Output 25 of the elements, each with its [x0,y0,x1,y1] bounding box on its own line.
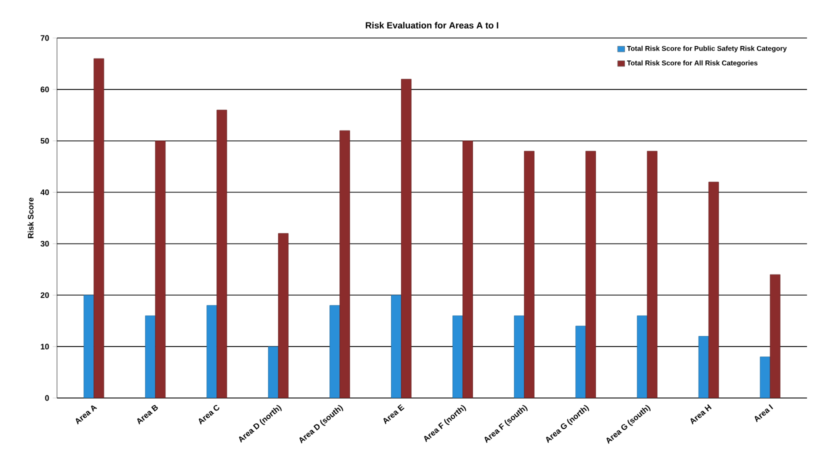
bar [340,130,350,398]
bar [636,316,648,398]
bar [646,150,658,398]
bar [206,305,218,398]
bar [708,182,719,398]
bar [330,305,340,398]
bar [216,110,228,398]
bar [514,316,524,398]
bar [462,140,473,398]
bar [278,233,289,398]
chart-title: Risk Evaluation for Areas A to I [366,22,498,29]
bar [698,336,709,398]
bar [524,150,534,398]
bar [760,356,770,398]
bar [268,346,279,398]
bar [94,58,104,398]
bar [585,150,596,398]
bar [575,326,586,398]
bar [770,274,780,398]
bar [155,140,166,398]
bar [84,294,94,398]
bar [391,294,402,398]
bar [452,316,463,398]
bar [145,316,156,398]
bar [401,78,412,398]
